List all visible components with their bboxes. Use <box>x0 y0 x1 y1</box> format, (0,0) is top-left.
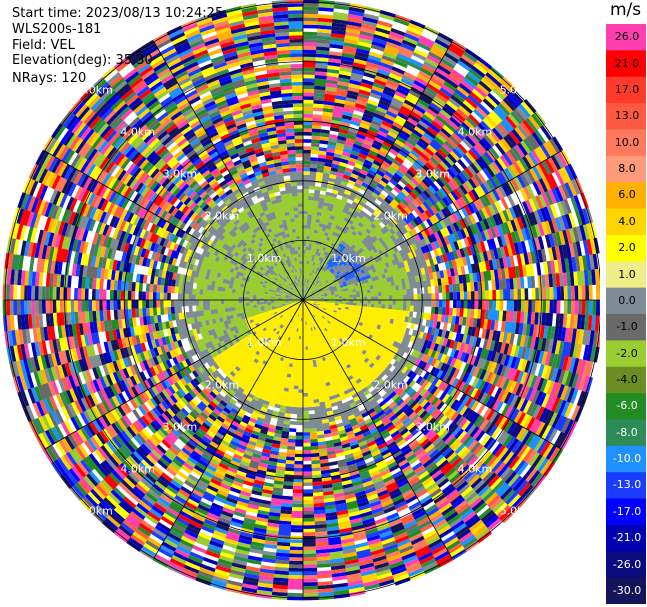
instrument-label: WLS200s-181 <box>12 22 102 37</box>
colorbar-tick-label: 8.0 <box>618 162 636 175</box>
colorbar-swatch <box>606 103 646 130</box>
velocity-cells-16 <box>4 7 600 590</box>
colorbar-tick-label: -1.0 <box>616 320 638 334</box>
velocity-cells-5 <box>2 0 597 600</box>
azimuth-spoke <box>153 41 304 301</box>
velocity-cells-6 <box>17 19 600 601</box>
colorbar-tick-label: -21.0 <box>612 531 642 545</box>
azimuth-spoke <box>302 299 453 559</box>
azimuth-spoke <box>44 299 304 450</box>
colorbar-swatch <box>606 208 646 236</box>
colorbar-swatch <box>606 445 646 473</box>
colorbar-tick-label: -2.0 <box>616 346 638 360</box>
colorbar-tick-label: -30.0 <box>612 583 642 597</box>
field-label: Field: VEL <box>12 38 75 53</box>
range-ring-labels: 1.0km 1.0km 1.0km 1.0km 2.0km 2.0km 2.0km 2.0km… <box>78 83 534 517</box>
colorbar-tick-label: 4.0 <box>618 214 636 228</box>
colorbar-swatch <box>606 551 646 579</box>
velocity-cells-17 <box>9 3 597 591</box>
velocity-cells-12 <box>4 13 590 599</box>
velocity-cells-2 <box>174 171 432 426</box>
azimuth-spoke <box>302 299 562 450</box>
colorbar-swatch <box>606 577 646 604</box>
colorbar-tick-label: 26.0 <box>614 30 640 44</box>
velocity-cells-3 <box>6 21 596 597</box>
colorbar-tick-label: 1.0 <box>618 267 636 281</box>
colorbar-swatch <box>606 472 646 500</box>
range-ring-label: 5.0km <box>78 505 113 518</box>
velocity-cells-4 <box>9 3 599 587</box>
colorbar-swatch <box>606 155 646 183</box>
colorbar-swatch <box>606 314 646 341</box>
colorbar-swatch <box>606 393 646 420</box>
range-ring-label: 2.0km <box>205 210 240 223</box>
range-ring-label: 5.0km <box>78 83 113 96</box>
colorbar-swatch <box>606 76 646 104</box>
colorbar-tick-label: 0.0 <box>618 293 636 307</box>
ppi-plot: 1.0km 1.0km 1.0km 1.0km 2.0km 2.0km 2.0km 2.0km… <box>2 0 600 601</box>
range-ring-label: 5.0km <box>500 83 535 96</box>
nrays-label: NRays: 120 <box>12 71 87 86</box>
colorbar-tick-label: -8.0 <box>616 425 638 439</box>
range-ring-label: 3.0km <box>415 420 450 433</box>
range-ring-label: 3.0km <box>415 168 450 181</box>
velocity-cells-19 <box>326 243 371 288</box>
colorbar-swatch <box>606 340 646 368</box>
colorbar-swatch <box>606 498 646 526</box>
colorbar-swatch <box>606 287 646 315</box>
range-ring-label: 3.0km <box>163 168 198 181</box>
azimuth-spoke <box>44 150 304 301</box>
start-time-label: Start time: 2023/08/13 10:24:25 <box>12 6 224 21</box>
colorbar-swatch <box>606 24 646 51</box>
range-ring-label: 4.0km <box>120 125 155 138</box>
colorbar-swatch <box>606 261 646 289</box>
colorbar-swatch <box>606 182 646 210</box>
elevation-label: Elevation(deg): 35.30 <box>12 53 153 68</box>
range-ring-label: 1.0km <box>331 252 366 265</box>
colorbar-swatch <box>606 129 646 157</box>
colorbar-tick-label: -6.0 <box>616 399 638 413</box>
range-ring-label: 4.0km <box>120 463 155 476</box>
range-ring-label: 1.0km <box>247 252 282 265</box>
colorbar-swatch <box>606 419 646 447</box>
range-ring-label: 1.0km <box>331 336 366 349</box>
colorbar <box>606 24 646 604</box>
colorbar-tick-label: 2.0 <box>618 241 636 255</box>
range-ring-label: 3.0km <box>163 420 198 433</box>
colorbar-tick-label: 21.0 <box>614 56 640 70</box>
colorbar-tick-label: -4.0 <box>616 372 638 386</box>
range-ring-label: 2.0km <box>373 378 408 391</box>
colorbar-tick-label: -10.0 <box>612 452 642 465</box>
colorbar-tick-label: 6.0 <box>618 188 636 202</box>
range-ring-label: 4.0km <box>458 463 493 476</box>
azimuth-spoke <box>302 41 453 301</box>
colorbar-unit: m/s <box>610 0 642 20</box>
velocity-cells-0 <box>3 3 590 601</box>
range-ring-label: 5.0km <box>500 505 535 518</box>
range-ring-label: 4.0km <box>458 125 493 138</box>
range-ring-label: 2.0km <box>373 210 408 223</box>
colorbar-tick-label: 10.0 <box>614 135 640 149</box>
range-rings-grid <box>4 1 600 599</box>
colorbar-tick-label: -26.0 <box>612 557 642 571</box>
range-ring-label: 1.0km <box>247 336 282 349</box>
colorbar-tick-label: -13.0 <box>612 478 642 492</box>
colorbar-tick-label: -17.0 <box>612 504 642 518</box>
colorbar-swatch <box>606 234 646 262</box>
azimuth-spoke <box>153 299 304 559</box>
range-ring-label: 2.0km <box>205 378 240 391</box>
colorbar-swatch <box>606 524 646 552</box>
colorbar-tick-label: 17.0 <box>614 82 640 96</box>
azimuth-spoke <box>302 150 562 301</box>
colorbar-swatch <box>606 366 646 394</box>
colorbar-swatch <box>606 50 646 78</box>
colorbar-tick-label: 13.0 <box>614 109 640 123</box>
